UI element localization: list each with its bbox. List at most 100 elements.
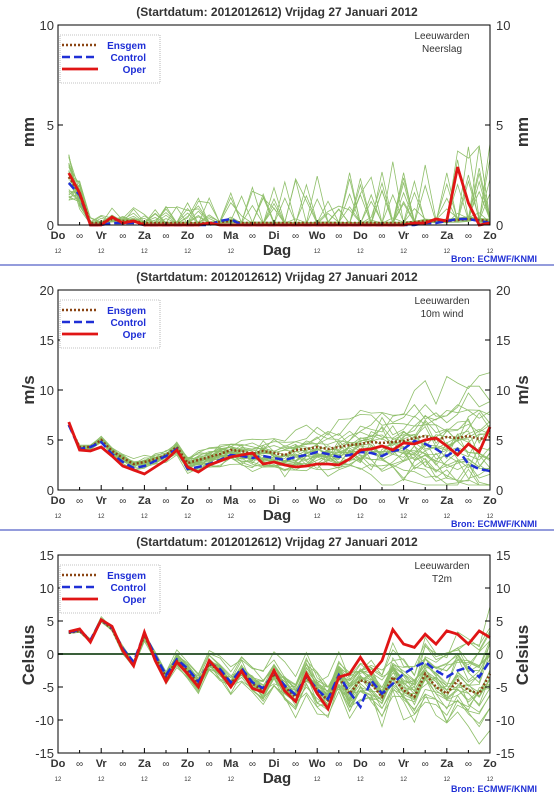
x-tick-noon-mark: ∞	[249, 759, 256, 770]
x-tick-label-hour: 12	[357, 249, 364, 255]
x-tick-noon-mark: ∞	[119, 496, 126, 507]
ensemble-member-line	[68, 144, 491, 225]
legend-label-oper: Oper	[123, 330, 146, 341]
x-tick-noon-mark: ∞	[119, 231, 126, 242]
x-tick-label-day: Zo	[181, 495, 195, 507]
x-tick-noon-mark: ∞	[76, 496, 83, 507]
x-tick-noon-mark: ∞	[119, 759, 126, 770]
x-tick-label-hour: 12	[314, 777, 321, 783]
x-tick-label-day: Do	[353, 230, 368, 242]
x-tick-noon-mark: ∞	[292, 496, 299, 507]
chart-title: (Startdatum: 2012012612) Vrijdag 27 Janu…	[136, 270, 418, 284]
y-tick-label-right: 10	[496, 383, 510, 398]
legend-box	[59, 299, 161, 349]
x-tick-label-day: Do	[51, 495, 66, 507]
x-tick-noon-mark: ∞	[422, 231, 429, 242]
x-tick-noon-mark: ∞	[76, 759, 83, 770]
y-tick-label-left: 0	[47, 647, 54, 662]
y-axis-label-left: mm	[19, 117, 38, 147]
y-tick-label-right: -10	[496, 713, 515, 728]
x-tick-label-hour: 12	[487, 514, 494, 520]
x-tick-noon-mark: ∞	[465, 759, 472, 770]
x-tick-label-day: Zo	[483, 758, 497, 770]
y-axis-label-right: m/s	[513, 375, 532, 404]
x-tick-label-hour: 12	[487, 777, 494, 783]
location-label: Leeuwarden	[414, 561, 469, 572]
y-axis-label-right: mm	[513, 117, 532, 147]
x-tick-label-hour: 12	[98, 249, 105, 255]
x-tick-label-day: Zo	[181, 230, 195, 242]
legend-label-ensgem: Ensgem	[107, 306, 146, 317]
x-tick-noon-mark: ∞	[335, 231, 342, 242]
x-tick-label-day: Di	[269, 230, 280, 242]
legend-label-oper: Oper	[123, 595, 146, 606]
x-tick-label-hour: 12	[314, 249, 321, 255]
x-tick-label-hour: 12	[98, 514, 105, 520]
x-tick-noon-mark: ∞	[292, 759, 299, 770]
x-tick-label-day: Di	[269, 758, 280, 770]
legend-label-oper: Oper	[123, 65, 146, 76]
x-tick-label-day: Zo	[483, 495, 497, 507]
x-tick-label-day: Za	[138, 230, 152, 242]
x-tick-label-hour: 12	[271, 249, 278, 255]
x-axis-label: Dag	[263, 242, 291, 259]
x-tick-noon-mark: ∞	[162, 231, 169, 242]
x-tick-label-day: Wo	[309, 758, 326, 770]
y-tick-label-left: 20	[40, 283, 54, 298]
x-tick-label-hour: 12	[227, 777, 234, 783]
variable-label: T2m	[432, 574, 452, 585]
ensemble-member-line	[68, 385, 491, 471]
legend-box	[59, 34, 161, 84]
legend-label-control: Control	[110, 318, 146, 329]
x-tick-label-day: Vr	[398, 495, 410, 507]
chart-panel-1: (Startdatum: 2012012612) Vrijdag 27 Janu…	[19, 5, 537, 264]
x-tick-label-day: Ma	[223, 230, 239, 242]
x-tick-label-day: Vr	[96, 758, 108, 770]
series-line-ensgem	[68, 618, 492, 703]
x-tick-noon-mark: ∞	[76, 231, 83, 242]
x-tick-label-day: Zo	[483, 230, 497, 242]
x-tick-label-hour: 12	[400, 514, 407, 520]
y-tick-label-left: 5	[47, 118, 54, 133]
x-tick-label-hour: 12	[184, 514, 191, 520]
x-tick-label-hour: 12	[55, 249, 62, 255]
source-credit: Bron: ECMWF/KNMI	[451, 519, 537, 529]
x-tick-label-hour: 12	[357, 777, 364, 783]
legend-label-ensgem: Ensgem	[107, 41, 146, 52]
x-tick-noon-mark: ∞	[249, 496, 256, 507]
x-tick-noon-mark: ∞	[378, 231, 385, 242]
x-tick-label-hour: 12	[443, 777, 450, 783]
x-tick-label-hour: 12	[184, 249, 191, 255]
x-tick-label-day: Vr	[398, 230, 410, 242]
y-tick-label-left: -10	[35, 713, 54, 728]
x-tick-noon-mark: ∞	[335, 496, 342, 507]
x-tick-label-hour: 12	[227, 249, 234, 255]
y-tick-label-right: 5	[496, 614, 503, 629]
legend-box	[59, 564, 161, 614]
x-tick-label-day: Wo	[309, 495, 326, 507]
x-tick-label-hour: 12	[141, 777, 148, 783]
y-axis-label-left: Celsius	[19, 625, 38, 685]
x-tick-noon-mark: ∞	[378, 759, 385, 770]
x-tick-label-hour: 12	[55, 514, 62, 520]
x-tick-label-hour: 12	[141, 514, 148, 520]
x-tick-label-day: Za	[138, 495, 152, 507]
y-tick-label-left: -5	[42, 680, 54, 695]
ensemble-member-line	[68, 418, 491, 466]
y-tick-label-right: 5	[496, 433, 503, 448]
ensemble-member-line	[68, 146, 491, 225]
ensemble-member-line	[68, 146, 491, 225]
y-tick-label-left: 15	[40, 548, 54, 563]
ensemble-member-line	[68, 425, 490, 486]
x-tick-noon-mark: ∞	[206, 759, 213, 770]
y-tick-label-right: 15	[496, 333, 510, 348]
x-tick-noon-mark: ∞	[249, 231, 256, 242]
x-tick-label-hour: 12	[443, 249, 450, 255]
x-tick-label-hour: 12	[400, 249, 407, 255]
y-tick-label-left: 0	[47, 218, 54, 233]
x-tick-label-hour: 12	[400, 777, 407, 783]
x-tick-label-hour: 12	[227, 514, 234, 520]
x-tick-noon-mark: ∞	[206, 496, 213, 507]
